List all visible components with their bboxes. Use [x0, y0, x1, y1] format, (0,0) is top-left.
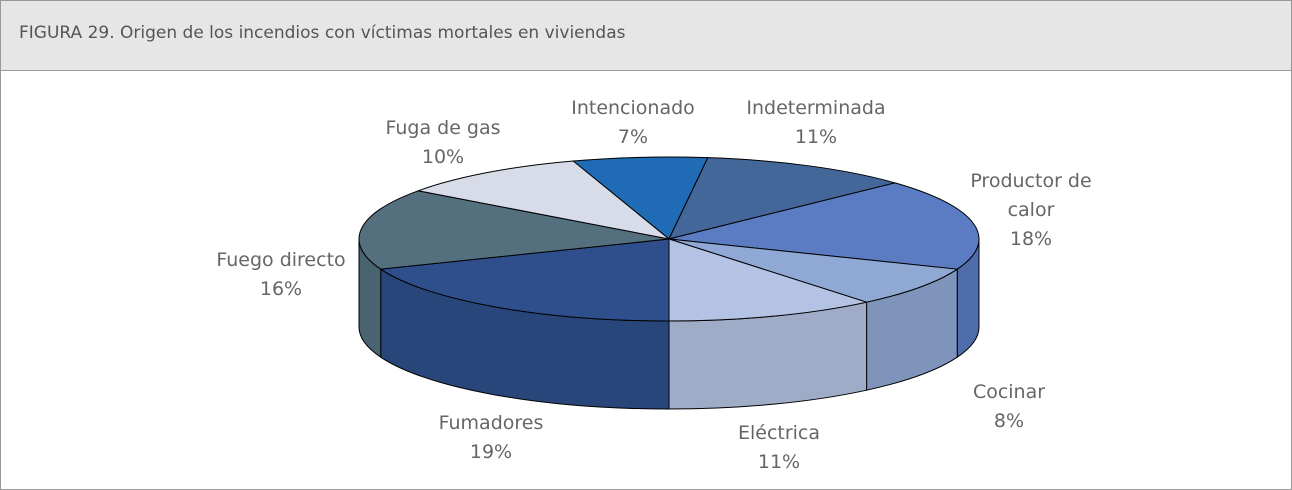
label-name: Eléctrica — [737, 422, 821, 444]
label-name: Fumadores — [438, 412, 544, 434]
slice-label: Cocinar 8% — [973, 378, 1045, 436]
pie-slice — [668, 238, 959, 303]
label-value: 19% — [469, 441, 513, 463]
label-value: 7% — [617, 126, 649, 148]
label-value: 11% — [757, 451, 801, 473]
pie-slice — [668, 238, 869, 322]
label-name: Fuego directo — [216, 249, 346, 271]
slice-label: Indeterminada 11% — [746, 94, 885, 152]
pie-sides — [358, 238, 980, 410]
chart-title: FIGURA 29. Origen de los incendios con v… — [19, 23, 626, 43]
slice-label: Fuego directo 16% — [216, 246, 345, 304]
pie-slice — [379, 238, 670, 322]
pie-tops — [358, 156, 980, 322]
slice-label: Fumadores 19% — [439, 409, 544, 467]
label-value: 16% — [259, 278, 303, 300]
pie-slice — [571, 156, 709, 240]
label-value: 10% — [421, 146, 465, 168]
pie-slice — [668, 182, 980, 270]
slice-label: Intencionado 7% — [571, 94, 695, 152]
slice-label: Fuga de gas 10% — [385, 114, 500, 172]
pie-slice — [358, 190, 670, 270]
chart — [358, 156, 980, 410]
label-name: Intencionado — [571, 97, 695, 119]
label-value: 8% — [993, 410, 1025, 432]
label-name: Fuga de gas — [385, 117, 501, 139]
label-value: 11% — [794, 126, 838, 148]
slice-label: Eléctrica 11% — [738, 419, 820, 477]
label-value: 18% — [1009, 228, 1053, 250]
pie-slice — [416, 160, 670, 240]
pie-slice — [668, 157, 897, 240]
label-name: Cocinar — [972, 381, 1046, 403]
header: FIGURA 29. Origen de los incendios con v… — [1, 1, 1291, 71]
slice-label: Productor de calor 18% — [966, 167, 1096, 254]
label-name: Indeterminada — [746, 97, 886, 119]
label-name: Productor de calor — [970, 170, 1092, 221]
